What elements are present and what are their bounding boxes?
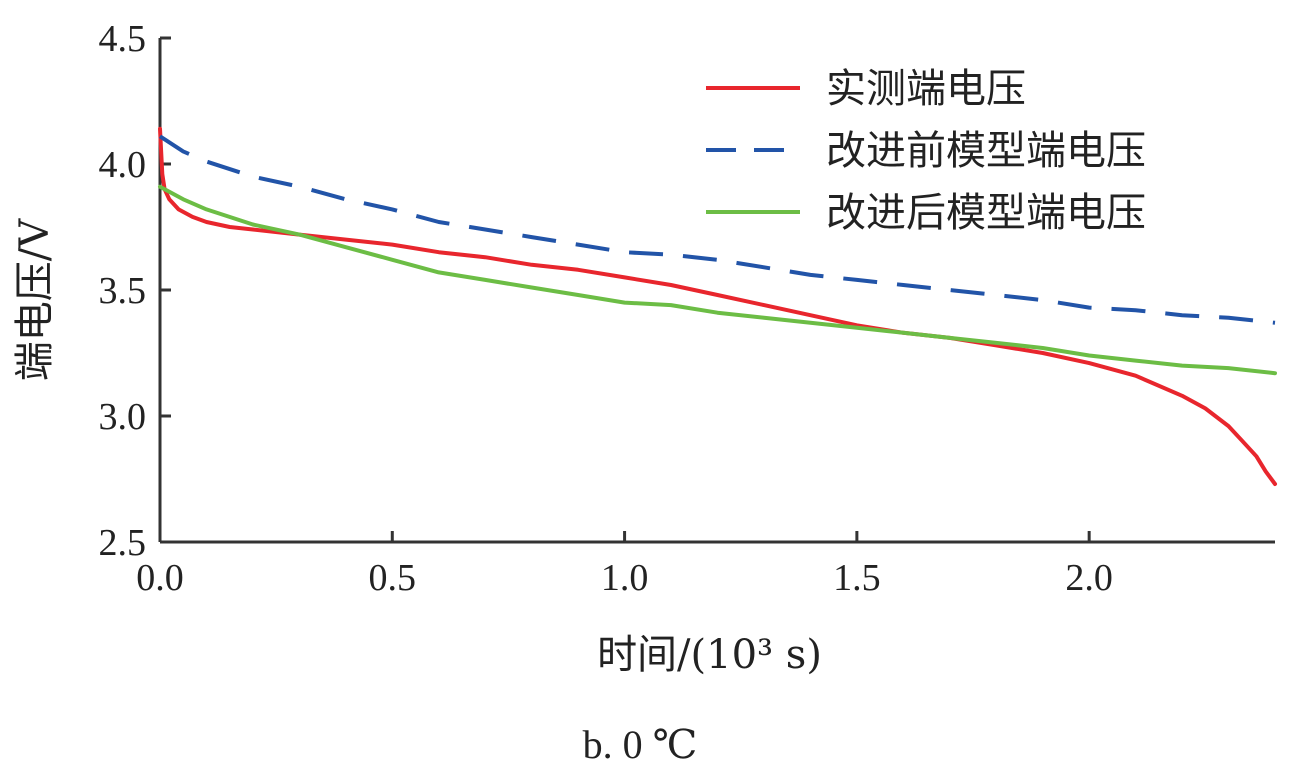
- y-tick-label: 3.0: [99, 396, 147, 438]
- y-tick-label: 3.5: [99, 270, 147, 312]
- x-tick-label: 1.0: [601, 557, 649, 599]
- y-tick-label: 4.0: [99, 144, 147, 186]
- x-tick-label: 1.5: [833, 557, 881, 599]
- x-tick-label: 2.0: [1065, 557, 1113, 599]
- x-tick-label: 0.5: [369, 557, 417, 599]
- x-tick-label: 0.0: [136, 557, 184, 599]
- x-axis-label: 时间/(10³ s): [597, 632, 822, 678]
- y-axis-label: 端电压/V: [12, 218, 58, 381]
- legend-label-1: 实测端电压: [826, 66, 1026, 112]
- series-line-1: [158, 126, 1277, 486]
- series-line-3: [158, 184, 1277, 376]
- series-line-2: [158, 134, 1276, 325]
- legend-label-2: 改进前模型端电压: [826, 128, 1146, 174]
- y-tick-label: 2.5: [99, 522, 147, 564]
- y-ticks: 2.5 3.0 3.5 4.0 4.5: [99, 18, 171, 564]
- x-ticks: 0.0 0.5 1.0 1.5 2.0: [136, 531, 1113, 599]
- y-tick-label: 4.5: [99, 18, 147, 60]
- axes: [158, 38, 1275, 544]
- chart-caption: b. 0 ℃: [583, 722, 698, 767]
- series-group: [158, 126, 1277, 486]
- legend-label-3: 改进后模型端电压: [826, 190, 1146, 236]
